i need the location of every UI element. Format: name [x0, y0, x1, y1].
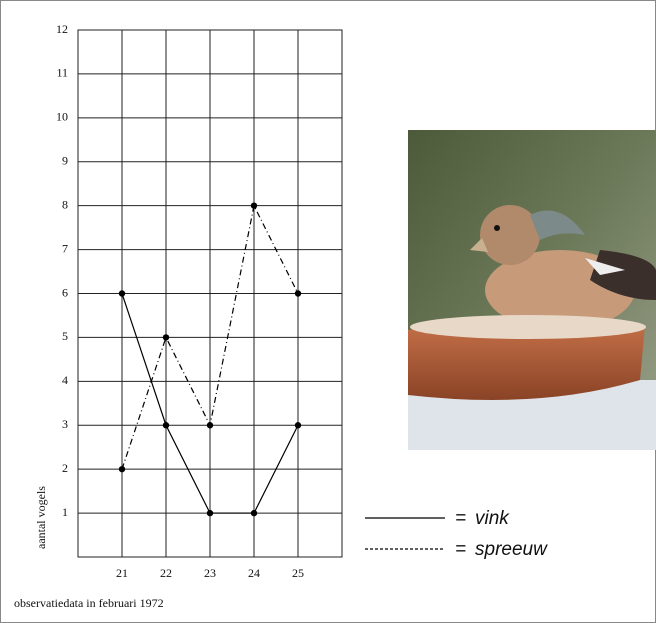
y-axis-label: aantal vogels	[34, 486, 48, 549]
data-point	[250, 202, 258, 209]
legend-prefix: =	[455, 508, 466, 529]
y-tick-label: 6	[62, 285, 68, 299]
x-tick-label: 24	[248, 566, 260, 580]
y-tick-label: 9	[62, 154, 68, 168]
y-tick-label: 11	[56, 66, 68, 80]
y-tick-label: 4	[62, 373, 68, 387]
x-tick-label: 22	[160, 566, 172, 580]
x-tick-label: 21	[116, 566, 128, 580]
x-axis-label: observatiedata in februari 1972	[14, 596, 164, 610]
x-tick-label: 25	[292, 566, 304, 580]
data-point	[162, 334, 170, 341]
data-point	[206, 509, 214, 517]
data-point	[206, 422, 214, 429]
data-point	[162, 422, 170, 429]
y-tick-label: 3	[62, 417, 68, 431]
y-tick-label: 1	[62, 505, 68, 519]
data-point	[250, 509, 258, 517]
data-point	[118, 290, 126, 297]
x-tick-label: 23	[204, 566, 216, 580]
y-tick-label: 8	[62, 197, 68, 211]
legend-label: spreeuw	[475, 539, 548, 560]
data-point	[118, 465, 126, 473]
y-tick-label: 12	[56, 22, 68, 36]
y-tick-label: 2	[62, 461, 68, 475]
legend-label: vink	[475, 508, 510, 529]
legend-prefix: =	[455, 539, 466, 560]
data-point	[294, 422, 302, 429]
y-tick-label: 5	[62, 329, 68, 343]
y-tick-label: 7	[62, 241, 68, 255]
y-tick-label: 10	[56, 110, 68, 124]
data-point	[294, 290, 302, 297]
photo	[408, 130, 656, 450]
